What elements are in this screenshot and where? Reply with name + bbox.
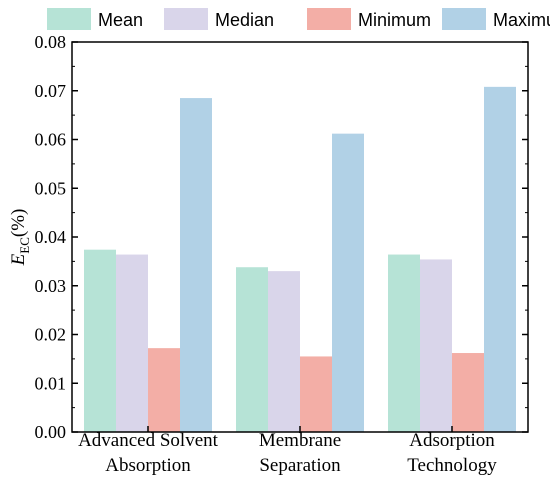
legend-swatch-minimum — [307, 8, 351, 30]
y-tick-label: 0.02 — [35, 325, 67, 345]
x-tick-label: Separation — [259, 455, 341, 476]
bar-mean-1 — [236, 267, 268, 432]
x-tick-label: Membrane — [259, 430, 341, 451]
y-axis-label-sub: EC — [17, 237, 32, 254]
y-axis-label: EEC(%) — [8, 209, 32, 267]
legend-swatch-median — [164, 8, 208, 30]
bar-maximum-1 — [332, 133, 364, 432]
x-tick-label: Adsorption — [409, 430, 495, 451]
y-tick-label: 0.05 — [35, 178, 67, 198]
legend-label-minimum: Minimum — [358, 10, 431, 30]
bar-median-1 — [268, 271, 300, 432]
bar-minimum-0 — [148, 348, 180, 432]
legend-swatch-mean — [47, 8, 91, 30]
y-tick-label: 0.03 — [35, 276, 67, 296]
y-axis-label-rest: (%) — [8, 209, 29, 237]
y-tick-label: 0.00 — [35, 422, 67, 442]
x-tick-label: Absorption — [105, 455, 191, 476]
legend-label-mean: Mean — [98, 10, 143, 30]
bar-median-0 — [116, 254, 148, 432]
bar-mean-2 — [388, 254, 420, 432]
legend-label-maximum: Maximum — [493, 10, 550, 30]
y-axis-label-main: E — [8, 253, 29, 266]
y-tick-label: 0.07 — [35, 81, 67, 101]
bars-group — [84, 86, 516, 432]
bar-minimum-2 — [452, 353, 484, 432]
legend-swatch-maximum — [442, 8, 486, 30]
y-tick-label: 0.01 — [35, 373, 67, 393]
legend: Mean Median Minimum Maximum — [47, 8, 550, 30]
x-axis: Advanced Solvent Absorption Membrane Separa… — [78, 426, 497, 476]
legend-label-median: Median — [215, 10, 274, 30]
y-tick-label: 0.08 — [35, 32, 67, 52]
bar-maximum-2 — [484, 86, 516, 432]
x-tick-label: Technology — [407, 455, 497, 476]
y-tick-label: 0.04 — [35, 227, 67, 247]
bar-minimum-1 — [300, 356, 332, 432]
x-tick-label: Advanced Solvent — [78, 430, 219, 451]
bar-median-2 — [420, 259, 452, 432]
bar-mean-0 — [84, 249, 116, 432]
bar-maximum-0 — [180, 98, 212, 432]
y-tick-label: 0.06 — [35, 130, 67, 150]
y-axis: 0.00 0.01 0.02 0.03 0.04 0.05 0.06 0.07 0.08 — [35, 32, 528, 442]
